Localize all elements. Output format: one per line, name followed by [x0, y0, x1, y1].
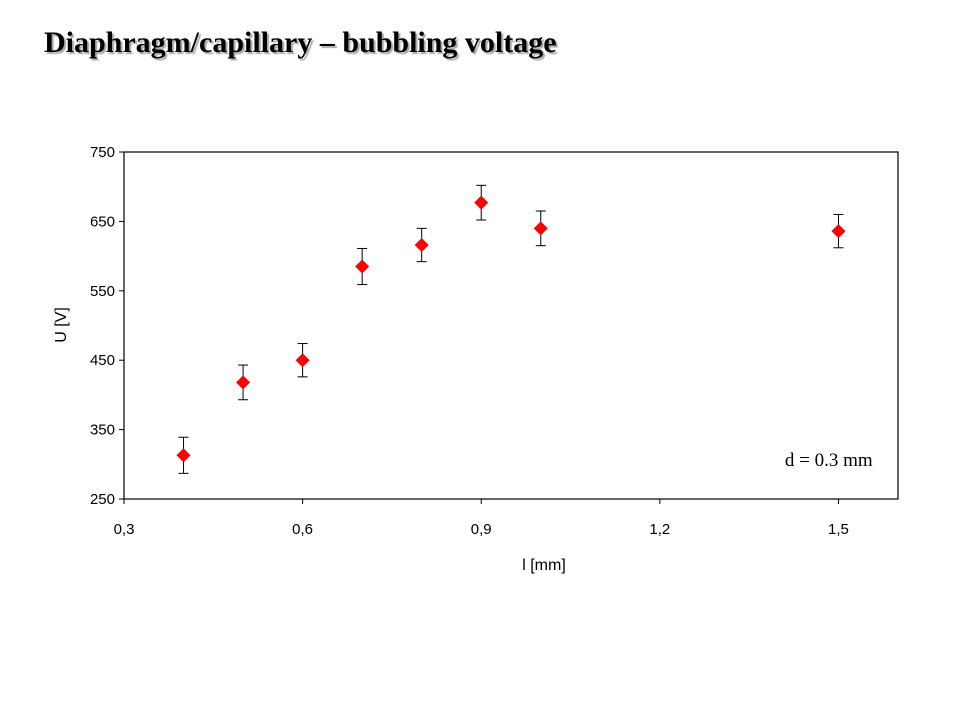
y-tick-label: 450: [90, 352, 115, 369]
x-tick-label: 1,2: [649, 521, 670, 538]
x-tick-label: 0,3: [114, 521, 135, 538]
x-tick-label: 0,6: [292, 521, 313, 538]
y-tick-label: 550: [90, 283, 115, 300]
data-point: [474, 195, 489, 210]
y-tick-label: 250: [90, 491, 115, 508]
data-point: [295, 353, 310, 368]
x-axis-title: l [mm]: [522, 557, 566, 574]
y-tick-label: 750: [90, 144, 115, 161]
data-point: [355, 259, 370, 274]
y-tick-label: 350: [90, 422, 115, 439]
plot-frame: [123, 151, 899, 500]
annotation-label: d = 0.3 mm: [785, 450, 873, 471]
x-tick-label: 0,9: [471, 521, 492, 538]
data-point: [831, 224, 846, 239]
data-point: [414, 237, 429, 252]
y-tick-label: 650: [90, 213, 115, 230]
data-point: [236, 375, 251, 390]
y-axis-title: U [V]: [53, 307, 70, 343]
data-point: [176, 448, 191, 463]
data-point: [533, 221, 548, 236]
slide-title: Diaphragm/capillary – bubbling voltage: [44, 26, 557, 59]
x-tick-label: 1,5: [828, 521, 849, 538]
